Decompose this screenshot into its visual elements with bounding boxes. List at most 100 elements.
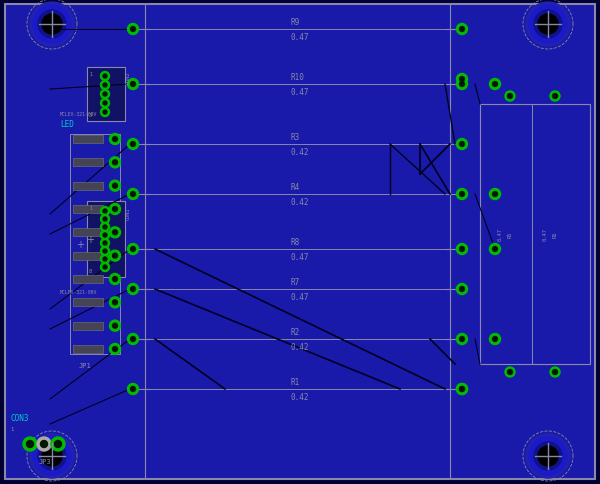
- Circle shape: [113, 254, 118, 258]
- Circle shape: [460, 77, 464, 82]
- Circle shape: [457, 139, 467, 150]
- Bar: [70, 135, 120, 354]
- Circle shape: [460, 82, 464, 87]
- Circle shape: [490, 334, 500, 345]
- Text: 0.47: 0.47: [497, 228, 503, 241]
- Circle shape: [42, 446, 62, 466]
- Text: +: +: [86, 235, 94, 244]
- Circle shape: [128, 189, 139, 200]
- Circle shape: [101, 223, 110, 232]
- Circle shape: [103, 93, 107, 97]
- Text: CON3: CON3: [10, 413, 29, 422]
- Text: JP1: JP1: [79, 362, 91, 368]
- Circle shape: [38, 442, 66, 470]
- Text: R2: R2: [290, 327, 299, 336]
- Circle shape: [101, 247, 110, 256]
- Circle shape: [103, 210, 107, 213]
- Circle shape: [113, 207, 118, 212]
- Circle shape: [101, 263, 110, 272]
- Circle shape: [103, 226, 107, 229]
- Bar: [73, 275, 103, 284]
- Circle shape: [460, 28, 464, 32]
- Text: 0.47: 0.47: [290, 33, 308, 42]
- Bar: [103, 207, 107, 272]
- Circle shape: [457, 334, 467, 345]
- Circle shape: [490, 189, 500, 200]
- Text: 0.47: 0.47: [290, 88, 308, 97]
- Circle shape: [113, 323, 118, 329]
- Circle shape: [42, 15, 62, 35]
- Text: R5: R5: [508, 231, 512, 238]
- Circle shape: [493, 192, 497, 197]
- Circle shape: [534, 442, 562, 470]
- Text: 1: 1: [10, 426, 14, 431]
- Circle shape: [103, 249, 107, 254]
- Bar: [73, 345, 103, 353]
- Circle shape: [460, 287, 464, 292]
- Circle shape: [128, 139, 139, 150]
- Circle shape: [38, 11, 66, 39]
- Circle shape: [103, 257, 107, 261]
- Circle shape: [457, 384, 467, 394]
- Text: 0.42: 0.42: [290, 342, 308, 351]
- Circle shape: [508, 94, 512, 99]
- Circle shape: [113, 230, 118, 235]
- Circle shape: [131, 247, 136, 252]
- Circle shape: [131, 387, 136, 392]
- Circle shape: [101, 108, 110, 117]
- Bar: [103, 73, 107, 117]
- Bar: [73, 136, 103, 144]
- Circle shape: [457, 189, 467, 200]
- Circle shape: [505, 92, 515, 102]
- Bar: [73, 299, 103, 307]
- Circle shape: [113, 300, 118, 305]
- Circle shape: [103, 265, 107, 270]
- Circle shape: [131, 337, 136, 342]
- Circle shape: [110, 251, 121, 262]
- Circle shape: [103, 217, 107, 222]
- Circle shape: [101, 239, 110, 248]
- Circle shape: [110, 344, 121, 355]
- Circle shape: [490, 79, 500, 91]
- Circle shape: [508, 370, 512, 375]
- Circle shape: [110, 227, 121, 238]
- Text: CON1: CON1: [126, 207, 131, 219]
- Circle shape: [37, 437, 51, 451]
- Circle shape: [110, 134, 121, 145]
- Circle shape: [101, 255, 110, 264]
- Circle shape: [529, 437, 567, 475]
- Circle shape: [493, 82, 497, 87]
- Circle shape: [110, 157, 121, 168]
- Circle shape: [538, 446, 558, 466]
- Circle shape: [30, 3, 74, 47]
- Text: +: +: [76, 240, 84, 249]
- Circle shape: [460, 387, 464, 392]
- Circle shape: [103, 242, 107, 245]
- Circle shape: [23, 437, 37, 451]
- Circle shape: [101, 72, 110, 81]
- Circle shape: [33, 437, 71, 475]
- Circle shape: [460, 337, 464, 342]
- Circle shape: [101, 99, 110, 108]
- Circle shape: [110, 297, 121, 308]
- Circle shape: [101, 231, 110, 240]
- Circle shape: [110, 204, 121, 215]
- Text: 0.47: 0.47: [542, 228, 548, 241]
- Text: 0.42: 0.42: [290, 148, 308, 157]
- Bar: [73, 206, 103, 213]
- Circle shape: [131, 82, 136, 87]
- Circle shape: [41, 440, 47, 448]
- Circle shape: [526, 3, 570, 47]
- Circle shape: [457, 284, 467, 295]
- Circle shape: [131, 142, 136, 147]
- Text: R3: R3: [290, 133, 299, 142]
- Text: 0.47: 0.47: [290, 253, 308, 261]
- Circle shape: [457, 244, 467, 255]
- Text: 0.42: 0.42: [290, 392, 308, 401]
- Circle shape: [493, 247, 497, 252]
- Bar: [73, 182, 103, 190]
- Circle shape: [103, 233, 107, 238]
- Bar: [480, 105, 590, 364]
- Circle shape: [101, 207, 110, 216]
- Circle shape: [460, 387, 464, 392]
